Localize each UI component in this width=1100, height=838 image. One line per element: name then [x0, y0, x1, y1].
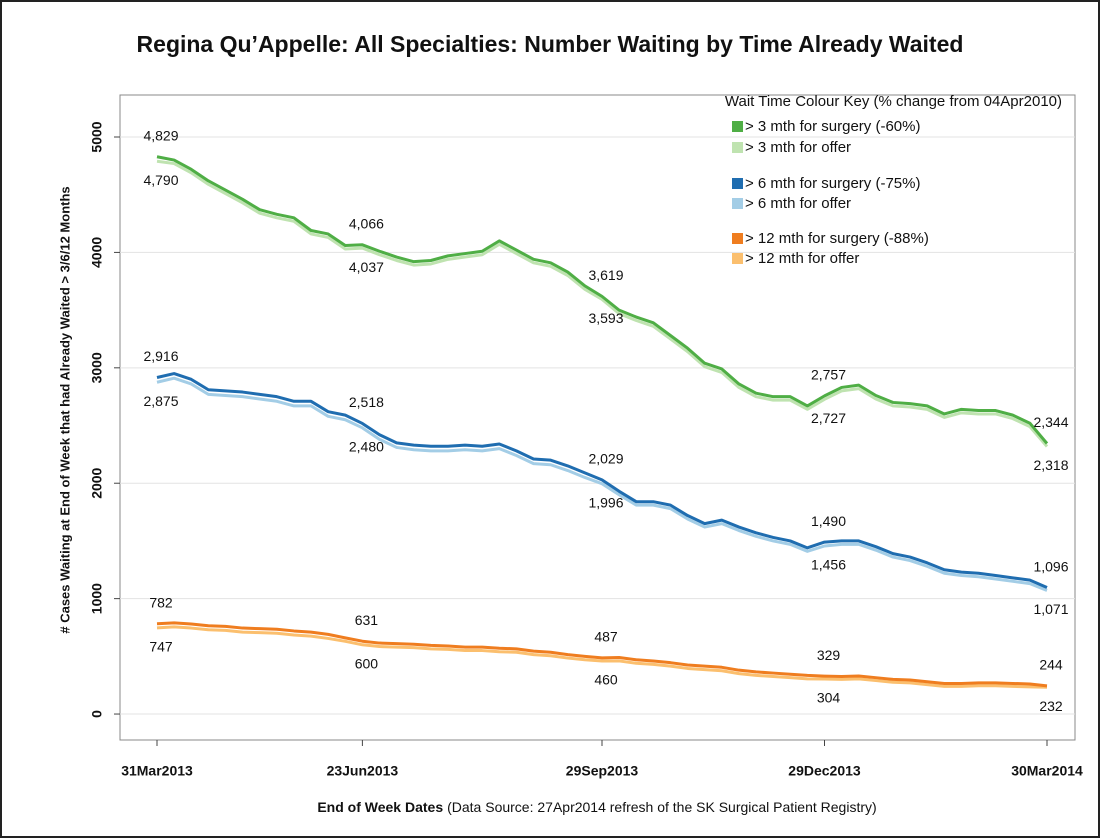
- x-axis-title: End of Week Dates (Data Source: 27Apr2014…: [317, 799, 876, 815]
- series-line: [156, 155, 1049, 445]
- x-tick-label: 31Mar2013: [121, 763, 193, 779]
- x-tick-label: 29Dec2013: [788, 763, 861, 779]
- data-label: 1,456: [811, 557, 846, 573]
- data-label: 1,071: [1033, 601, 1068, 617]
- data-label: 3,619: [588, 267, 623, 283]
- legend-label: > 12 mth for offer: [745, 250, 859, 267]
- legend-label: > 12 mth for surgery (-88%): [745, 230, 929, 247]
- data-label: 460: [594, 672, 618, 688]
- y-tick-label: 1000: [89, 583, 105, 614]
- legend-label: > 3 mth for surgery (-60%): [745, 118, 920, 135]
- data-label: 4,790: [143, 172, 178, 188]
- data-label: 782: [149, 594, 173, 610]
- legend-swatch: [732, 233, 743, 244]
- legend-swatch: [732, 253, 743, 264]
- y-axis-title: # Cases Waiting at End of Week that had …: [57, 186, 72, 633]
- data-label: 304: [817, 690, 841, 706]
- x-tick-label: 29Sep2013: [566, 763, 639, 779]
- y-tick-label: 2000: [89, 467, 105, 498]
- data-label: 4,037: [349, 259, 384, 275]
- data-label: 1,996: [588, 494, 623, 510]
- data-label: 232: [1039, 698, 1063, 714]
- data-label: 1,096: [1033, 558, 1068, 574]
- x-axis-title-main: End of Week Dates: [317, 799, 443, 815]
- data-label: 1,490: [811, 513, 846, 529]
- y-tick-label: 5000: [89, 121, 105, 152]
- data-label: 487: [594, 629, 618, 645]
- data-label: 747: [149, 639, 173, 655]
- data-label: 631: [355, 612, 379, 628]
- legend-label: > 6 mth for surgery (-75%): [745, 175, 920, 192]
- legend-label: > 6 mth for offer: [745, 195, 851, 212]
- y-tick-label: 3000: [89, 352, 105, 383]
- y-tick-label: 0: [89, 710, 105, 718]
- legend-label: > 3 mth for offer: [745, 139, 851, 156]
- data-label: 4,066: [349, 215, 384, 231]
- data-label: 600: [355, 655, 379, 671]
- series-line: [156, 621, 1048, 688]
- x-tick-label: 23Jun2013: [327, 763, 399, 779]
- data-label: 2,344: [1033, 414, 1068, 430]
- data-label: 2,727: [811, 410, 846, 426]
- series-line: [156, 159, 1049, 448]
- data-label: 2,480: [349, 439, 384, 455]
- data-label: 244: [1039, 657, 1063, 673]
- plot-area: [119, 94, 1076, 741]
- chart-title: Regina Qu’Appelle: All Specialties: Numb…: [137, 31, 964, 57]
- x-tick-label: 30Mar2014: [1011, 763, 1083, 779]
- series-line: [156, 372, 1048, 589]
- legend-title: Wait Time Colour Key (% change from 04Ap…: [725, 93, 1062, 110]
- legend-swatch: [732, 121, 743, 132]
- data-label: 3,593: [588, 310, 623, 326]
- data-label: 2,518: [349, 394, 384, 410]
- data-label: 329: [817, 647, 841, 663]
- legend-swatch: [732, 142, 743, 153]
- data-label: 2,916: [143, 348, 178, 364]
- data-label: 2,029: [588, 451, 623, 467]
- data-label: 2,757: [811, 367, 846, 383]
- legend-swatch: [732, 178, 743, 189]
- data-label: 2,875: [143, 393, 178, 409]
- x-axis-title-note: (Data Source: 27Apr2014 refresh of the S…: [447, 799, 877, 815]
- data-label: 2,318: [1033, 457, 1068, 473]
- series-line: [156, 625, 1048, 689]
- legend-swatch: [732, 198, 743, 209]
- series-line: [156, 376, 1048, 592]
- y-tick-label: 4000: [89, 237, 105, 268]
- data-label: 4,829: [143, 127, 178, 143]
